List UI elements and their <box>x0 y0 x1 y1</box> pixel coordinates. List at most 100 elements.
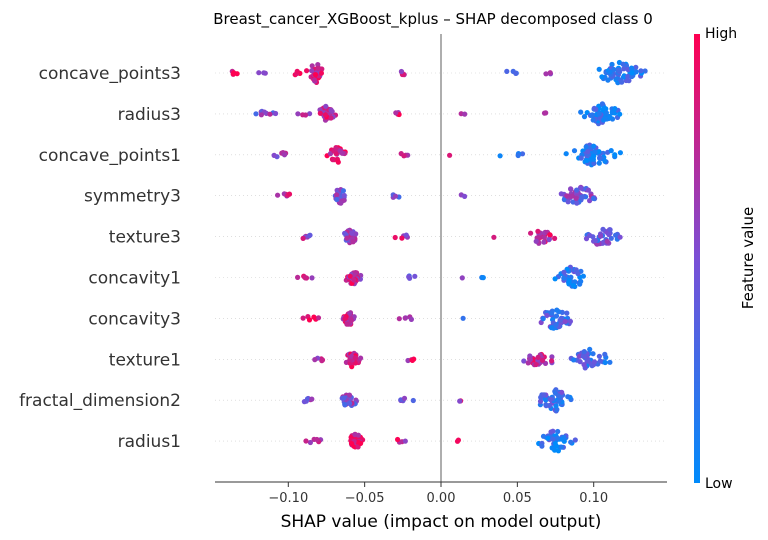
shap-point <box>344 321 350 327</box>
shap-point <box>301 399 307 405</box>
shap-point <box>393 110 399 116</box>
shap-point <box>559 389 565 395</box>
shap-point <box>350 239 356 245</box>
shap-point <box>587 232 593 238</box>
shap-point <box>459 275 465 281</box>
shap-point <box>591 359 598 365</box>
shap-point <box>317 110 323 116</box>
shap-point <box>535 228 541 234</box>
shap-point <box>267 111 273 117</box>
shap-point <box>312 72 319 78</box>
shap-point <box>541 239 547 245</box>
shap-point <box>328 115 334 121</box>
shap-point <box>558 444 564 450</box>
shap-point <box>625 73 631 79</box>
shap-point <box>589 112 595 118</box>
shap-point <box>601 117 607 123</box>
shap-point <box>629 66 635 72</box>
shap-point <box>547 396 553 402</box>
shap-point <box>258 112 264 118</box>
shap-point <box>596 66 602 72</box>
shap-point <box>617 150 624 156</box>
shap-point <box>613 232 619 238</box>
shap-point <box>608 148 614 154</box>
shap-point <box>309 396 315 402</box>
shap-point <box>593 106 599 112</box>
shap-point <box>309 63 315 69</box>
shap-point <box>314 436 320 443</box>
shap-point <box>568 193 575 199</box>
shap-point <box>543 71 549 77</box>
shap-point <box>307 439 313 446</box>
x-ticks: −0.10 −0.05 0.00 0.05 0.10 <box>268 482 608 506</box>
shap-point <box>408 316 414 322</box>
shap-point <box>563 151 569 157</box>
shap-point <box>555 448 562 454</box>
shap-point <box>583 144 589 150</box>
shap-point <box>568 439 574 445</box>
shap-point <box>334 196 340 203</box>
shap-point <box>537 398 544 404</box>
shap-point <box>576 353 583 359</box>
shap-point <box>491 234 497 240</box>
shap-point <box>574 200 580 206</box>
feature-label: texture3 <box>109 228 181 248</box>
shap-point <box>519 151 526 157</box>
shap-point <box>620 61 626 67</box>
shap-point <box>547 70 553 76</box>
shap-point <box>583 236 590 242</box>
shap-point <box>457 398 463 404</box>
shap-point <box>578 155 584 161</box>
shap-point <box>565 394 571 400</box>
shap-point <box>545 435 551 441</box>
shap-point <box>497 153 503 159</box>
shap-point <box>275 192 281 198</box>
shap-point <box>604 238 610 244</box>
shap-point <box>543 397 549 403</box>
shap-point <box>521 358 527 364</box>
shap-point <box>231 70 237 76</box>
shap-point <box>541 234 548 240</box>
shap-point <box>392 234 398 241</box>
shap-point <box>358 440 364 446</box>
shap-point <box>333 146 339 152</box>
shap-point <box>543 402 549 408</box>
feature-label: fractal_dimension2 <box>19 391 181 411</box>
shap-point <box>575 271 581 277</box>
feature-labels: concave_points3 radius3 concave_points1sym… <box>19 64 181 452</box>
x-tick-label: −0.10 <box>268 491 308 506</box>
shap-point <box>480 275 486 281</box>
shap-point <box>607 69 613 75</box>
shap-point <box>447 152 453 158</box>
shap-point <box>578 109 584 115</box>
shap-point <box>607 359 613 365</box>
feature-label: concave_points1 <box>39 146 181 166</box>
shap-point <box>311 77 318 83</box>
points-layer <box>229 59 648 454</box>
shap-point <box>592 238 598 244</box>
colorbar-low-label: Low <box>705 476 733 492</box>
shap-point <box>554 307 560 313</box>
shap-point <box>592 149 598 155</box>
shap-point <box>629 70 635 76</box>
shap-point <box>309 68 315 74</box>
shap-point <box>609 61 615 68</box>
shap-point <box>596 111 602 117</box>
shap-point <box>261 70 267 76</box>
shap-point <box>358 355 364 361</box>
feature-label: concavity3 <box>88 309 181 329</box>
shap-point <box>564 310 570 316</box>
shap-point <box>323 103 329 109</box>
shap-point <box>281 152 288 158</box>
shap-point <box>555 393 562 399</box>
shap-point <box>409 357 415 363</box>
shap-point <box>539 443 545 449</box>
shap-point <box>339 150 345 156</box>
shap-point <box>606 231 612 238</box>
shap-point <box>567 318 574 324</box>
shap-point <box>573 267 579 273</box>
shap-point <box>273 110 279 117</box>
shap-point <box>315 315 322 321</box>
shap-point <box>581 362 587 368</box>
